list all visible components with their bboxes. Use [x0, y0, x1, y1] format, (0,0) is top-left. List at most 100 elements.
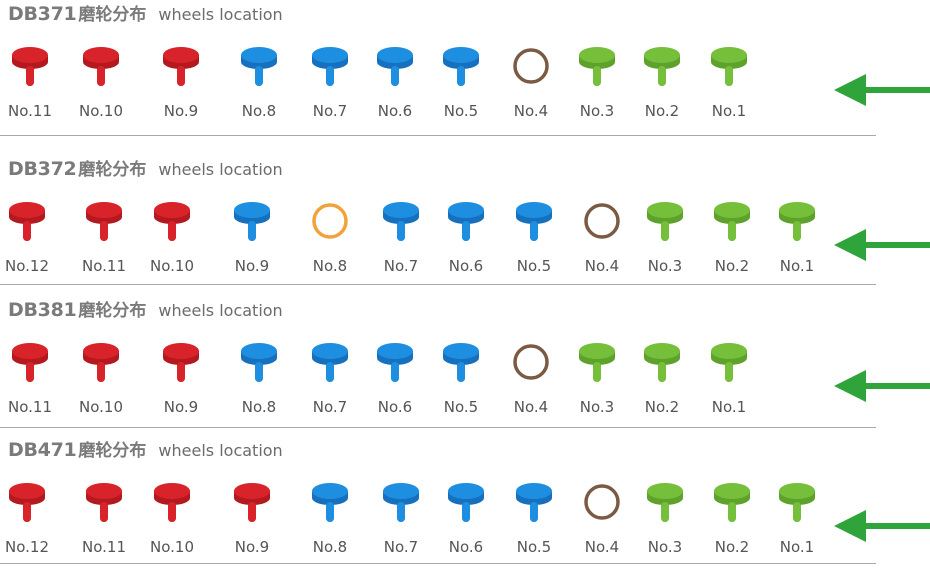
- wheel-label: No.10: [150, 257, 194, 275]
- direction-arrow-left-icon: [830, 368, 930, 404]
- wheel-label: No.12: [5, 538, 49, 556]
- wheel-pin-icon: [441, 44, 481, 88]
- wheel-label: No.11: [8, 102, 52, 120]
- wheel-pin-icon: [232, 199, 272, 243]
- wheel-pin-icon: [232, 480, 272, 524]
- wheel-pin-icon: [577, 340, 617, 384]
- empty-wheel-ring-icon: [582, 480, 622, 524]
- wheel-pin-icon: [310, 340, 350, 384]
- wheel-pin-icon: [152, 480, 192, 524]
- section-title: DB371 磨轮分布 wheels location: [8, 0, 283, 25]
- wheel-label: No.6: [448, 257, 484, 275]
- model-name: DB372: [8, 158, 77, 180]
- wheel-label: No.10: [79, 102, 123, 120]
- wheel-label: No.4: [513, 102, 549, 120]
- wheel-label: No.3: [579, 102, 615, 120]
- wheel-label: No.4: [584, 257, 620, 275]
- wheel-pin-icon: [310, 44, 350, 88]
- wheel-label: No.5: [516, 538, 552, 556]
- wheel-label: No.9: [163, 398, 199, 416]
- wheel-label: No.4: [513, 398, 549, 416]
- wheel-pin-icon: [712, 480, 752, 524]
- wheel-label: No.8: [241, 398, 277, 416]
- en-label: wheels location: [158, 301, 283, 320]
- wheel-pin-icon: [777, 199, 817, 243]
- wheel-pin-icon: [81, 44, 121, 88]
- wheel-pin-icon: [239, 340, 279, 384]
- section-title: DB372 磨轮分布 wheels location: [8, 155, 283, 180]
- wheel-pin-icon: [375, 44, 415, 88]
- wheel-label: No.11: [8, 398, 52, 416]
- wheel-pin-icon: [7, 480, 47, 524]
- wheel-pin-icon: [10, 44, 50, 88]
- wheel-label: No.8: [312, 257, 348, 275]
- wheel-pin-icon: [514, 199, 554, 243]
- wheel-pin-icon: [709, 340, 749, 384]
- wheel-label: No.4: [584, 538, 620, 556]
- wheel-pin-icon: [81, 340, 121, 384]
- wheel-pin-icon: [152, 199, 192, 243]
- wheel-label: No.7: [383, 538, 419, 556]
- wheel-label: No.2: [714, 257, 750, 275]
- empty-wheel-ring-icon: [511, 340, 551, 384]
- wheel-pin-icon: [239, 44, 279, 88]
- model-name: DB371: [8, 3, 77, 25]
- cn-label: 磨轮分布: [78, 441, 147, 461]
- wheel-pin-icon: [381, 199, 421, 243]
- wheel-label: No.3: [647, 257, 683, 275]
- wheel-pin-icon: [642, 44, 682, 88]
- wheel-pin-icon: [577, 44, 617, 88]
- wheel-label: No.10: [79, 398, 123, 416]
- section-title: DB471 磨轮分布 wheels location: [8, 436, 283, 461]
- section-divider: [0, 135, 876, 136]
- wheel-label: No.1: [711, 398, 747, 416]
- wheel-pin-icon: [84, 480, 124, 524]
- wheel-pin-icon: [446, 480, 486, 524]
- wheel-pin-icon: [161, 44, 201, 88]
- wheel-label: No.1: [711, 102, 747, 120]
- wheel-label: No.2: [644, 398, 680, 416]
- section-db471: DB471 磨轮分布 wheels location No.12 No.11 No.10 N…: [0, 436, 930, 576]
- wheel-label: No.2: [714, 538, 750, 556]
- wheel-label: No.12: [5, 257, 49, 275]
- wheel-label: No.5: [443, 398, 479, 416]
- wheel-label: No.7: [383, 257, 419, 275]
- wheel-pin-icon: [446, 199, 486, 243]
- direction-arrow-left-icon: [830, 508, 930, 544]
- wheel-label: No.8: [241, 102, 277, 120]
- wheel-label: No.7: [312, 102, 348, 120]
- cn-label: 磨轮分布: [78, 5, 147, 25]
- wheel-label: No.8: [312, 538, 348, 556]
- wheel-label: No.3: [647, 538, 683, 556]
- wheel-pin-icon: [514, 480, 554, 524]
- wheel-pin-icon: [161, 340, 201, 384]
- section-divider: [0, 427, 876, 428]
- wheel-label: No.10: [150, 538, 194, 556]
- wheel-label: No.7: [312, 398, 348, 416]
- model-name: DB381: [8, 299, 77, 321]
- section-db372: DB372 磨轮分布 wheels location No.12 No.11 No.10 N…: [0, 155, 930, 295]
- wheel-label: No.1: [779, 538, 815, 556]
- section-db381: DB381 磨轮分布 wheels location No.11 No.10 No.9 No…: [0, 296, 930, 436]
- wheel-pin-icon: [310, 480, 350, 524]
- section-divider: [0, 284, 876, 285]
- wheel-pin-icon: [645, 199, 685, 243]
- wheel-pin-icon: [381, 480, 421, 524]
- wheel-pin-icon: [84, 199, 124, 243]
- wheel-label: No.9: [234, 538, 270, 556]
- wheel-label: No.9: [234, 257, 270, 275]
- wheel-pin-icon: [712, 199, 752, 243]
- wheel-label: No.9: [163, 102, 199, 120]
- wheel-label: No.3: [579, 398, 615, 416]
- wheel-pin-icon: [10, 340, 50, 384]
- wheel-pin-icon: [642, 340, 682, 384]
- section-db371: DB371 磨轮分布 wheels location No.11 No.10 No.9 No…: [0, 0, 930, 140]
- wheel-label: No.5: [516, 257, 552, 275]
- cn-label: 磨轮分布: [78, 160, 147, 180]
- empty-wheel-ring-icon: [310, 199, 350, 243]
- wheel-label: No.1: [779, 257, 815, 275]
- wheel-pin-icon: [441, 340, 481, 384]
- en-label: wheels location: [158, 5, 283, 24]
- cn-label: 磨轮分布: [78, 301, 147, 321]
- section-title: DB381 磨轮分布 wheels location: [8, 296, 283, 321]
